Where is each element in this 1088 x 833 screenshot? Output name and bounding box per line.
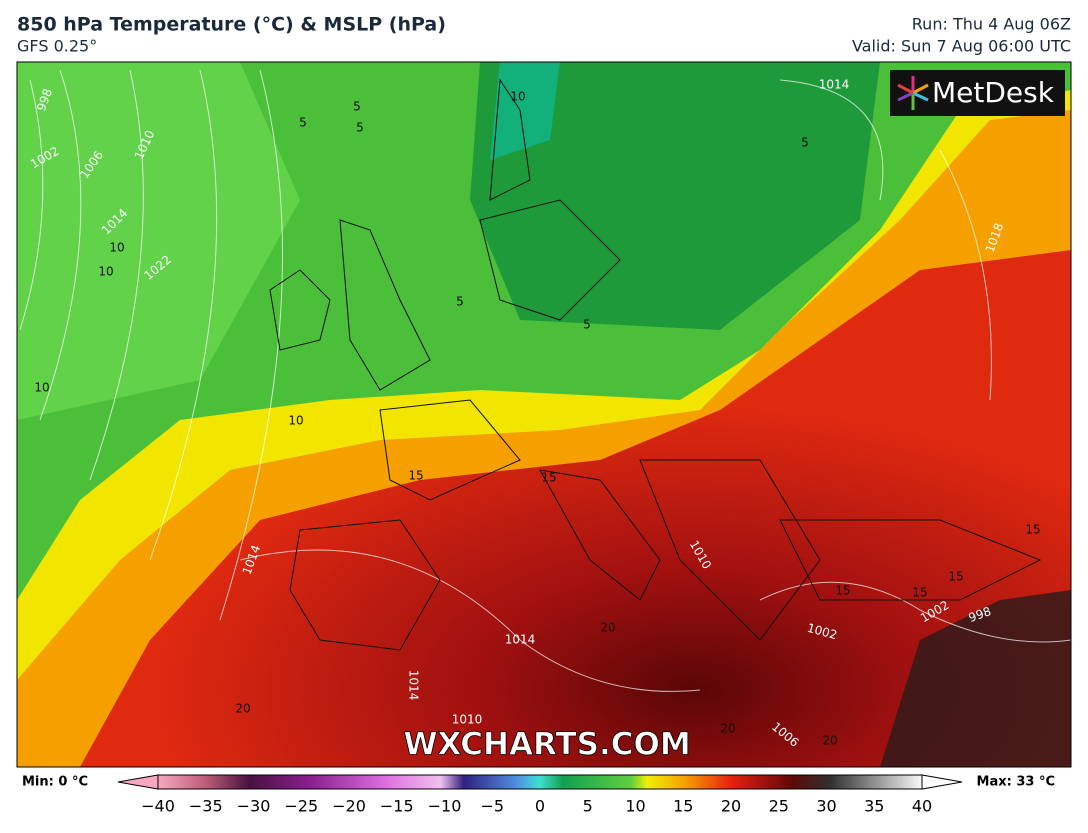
valid-time: Valid: Sun 7 Aug 06:00 UTC: [852, 37, 1071, 56]
colorbar-tick-label: 30: [816, 797, 836, 816]
colorbar-tick-label: 15: [673, 797, 693, 816]
subtitle: GFS 0.25°: [17, 37, 97, 56]
map-frame: [16, 61, 1072, 768]
min-label: Min: 0 °C: [22, 775, 88, 790]
temperature-label: 10: [34, 381, 49, 395]
colorbar-arrow: [921, 774, 963, 790]
map-region: [490, 62, 560, 160]
colorbar-tick-label: 35: [864, 797, 884, 816]
temperature-label: 5: [356, 121, 364, 135]
colorbar-tick-label: −15: [380, 797, 414, 816]
logo-box: [890, 70, 1065, 116]
colorbar-tick-label: −25: [284, 797, 318, 816]
temperature-label: 15: [541, 471, 556, 485]
map-region: [880, 590, 1071, 767]
temperature-label: 10: [288, 414, 303, 428]
colorbar-tick-label: −20: [332, 797, 366, 816]
temperature-label: 5: [299, 116, 307, 130]
colorbar-tick-label: 40: [912, 797, 932, 816]
colorbar-arrow: [117, 774, 159, 790]
temperature-label: 5: [456, 295, 464, 309]
colorbar-tick-label: 20: [721, 797, 741, 816]
watermark: WXCHARTS.COM: [403, 727, 690, 763]
colorbar-tick-label: 5: [583, 797, 593, 816]
colorbar: [157, 774, 923, 790]
max-label: Max: 33 °C: [977, 775, 1055, 790]
colorbar-tick-label: −10: [428, 797, 462, 816]
colorbar-tick-label: 25: [769, 797, 789, 816]
colorbar-tick-label: 10: [625, 797, 645, 816]
isobars: [19, 69, 1071, 692]
colorbar-tick-label: −30: [237, 797, 271, 816]
temperature-label: 20: [720, 722, 735, 736]
run-time: Run: Thu 4 Aug 06Z: [912, 15, 1071, 34]
colorbar-tick-label: −35: [189, 797, 223, 816]
coastlines: [269, 78, 1042, 651]
isobar-label: 1010: [452, 713, 483, 727]
temperature-label: 15: [912, 586, 927, 600]
temperature-label: 15: [1025, 523, 1040, 537]
temperature-label: 10: [510, 90, 525, 104]
colorbar-tick-label: −5: [480, 797, 504, 816]
colorbar-tick-label: 0: [535, 797, 545, 816]
logo-text: MetDesk: [932, 76, 1055, 109]
isobar-label: 1014: [819, 78, 850, 92]
temperature-label: 5: [801, 136, 809, 150]
temperature-label: 20: [235, 702, 250, 716]
temperature-label: 5: [353, 100, 361, 114]
isobar-label: 1014: [505, 633, 536, 647]
isobar-label: 1014: [407, 670, 421, 701]
title: 850 hPa Temperature (°C) & MSLP (hPa): [17, 14, 446, 36]
temperature-label: 20: [600, 621, 615, 635]
temperature-label: 10: [109, 241, 124, 255]
temperature-label: 15: [835, 584, 850, 598]
temperature-label: 5: [583, 318, 591, 332]
colorbar-tick-label: −40: [141, 797, 175, 816]
temperature-label: 15: [948, 570, 963, 584]
temperature-label: 20: [822, 734, 837, 748]
temperature-label: 15: [408, 469, 423, 483]
map-region: [470, 62, 880, 330]
map-region: [80, 250, 1071, 767]
logo-icon: [897, 76, 929, 110]
map-region: [17, 62, 300, 420]
temperature-label: 10: [98, 265, 113, 279]
